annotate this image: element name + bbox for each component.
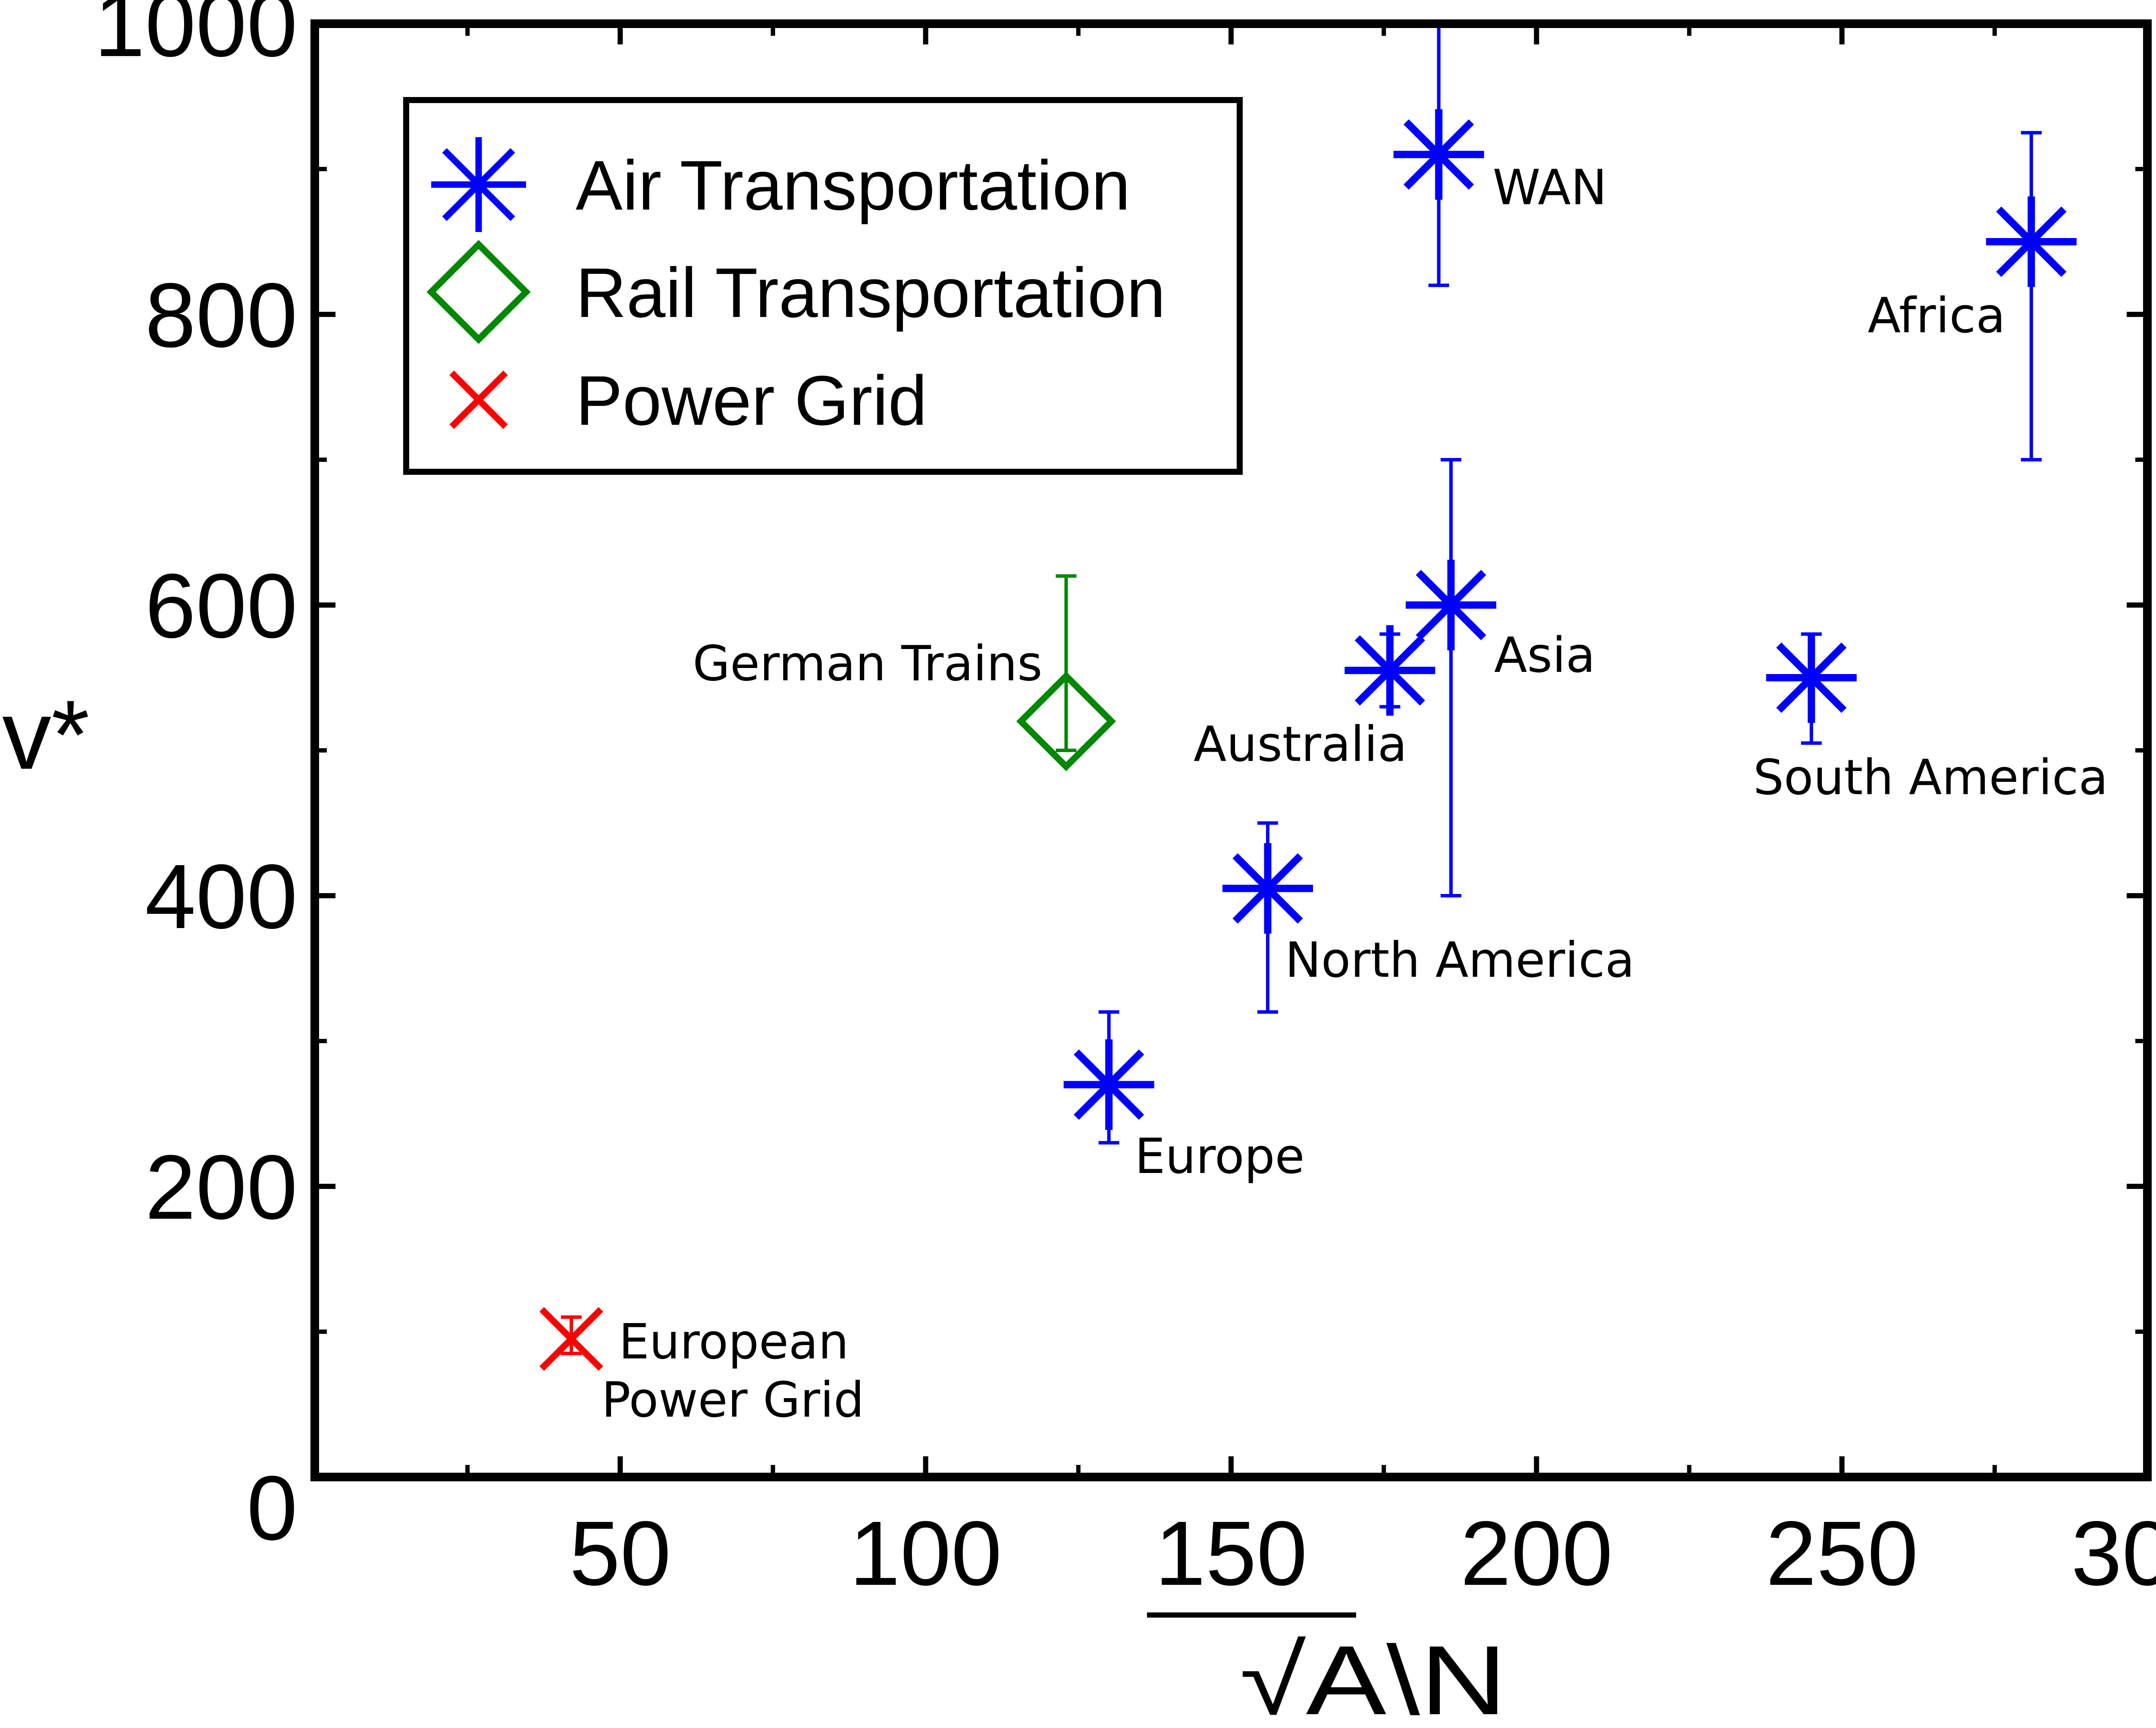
legend-label: Air Transportation bbox=[576, 146, 1131, 225]
legend-marker-power-grid bbox=[449, 370, 508, 429]
data-point-africa bbox=[1986, 196, 2077, 287]
legend-marker-rail-transportation bbox=[426, 240, 531, 344]
legend-box bbox=[403, 97, 1243, 475]
y-tick-label: 200 bbox=[145, 1136, 298, 1238]
data-point-europe bbox=[1063, 1039, 1154, 1130]
annotation-australia: Australia bbox=[1194, 717, 1407, 773]
x-tick-label: 50 bbox=[569, 1502, 671, 1604]
data-layer bbox=[539, 22, 2077, 1371]
data-point-north-america bbox=[1222, 843, 1313, 934]
y-tick-label: 1000 bbox=[94, 0, 298, 75]
y-tick-label: 800 bbox=[145, 264, 298, 366]
legend: Air Transportation Rail Transportation Pow… bbox=[403, 97, 1243, 475]
annotation-africa: Africa bbox=[1868, 288, 2005, 344]
data-point-german-trains bbox=[1016, 671, 1116, 771]
annotation-german-trains: German Trains bbox=[693, 636, 1042, 692]
annotation-wan: WAN bbox=[1493, 160, 1607, 216]
x-tick-label: 200 bbox=[1460, 1502, 1613, 1604]
legend-item-power-grid: Power Grid bbox=[449, 361, 927, 440]
data-point-australia bbox=[1344, 625, 1435, 716]
x-tick-label: 300 bbox=[2071, 1502, 2156, 1604]
x-tick-label: 100 bbox=[849, 1502, 1002, 1604]
series-air-transportation bbox=[1063, 22, 2077, 1145]
x-axis-title: √A\N bbox=[1240, 1626, 1507, 1728]
data-point-wan bbox=[1393, 109, 1484, 200]
y-tick-label: 400 bbox=[145, 845, 298, 947]
error-bar bbox=[1056, 574, 1077, 752]
y-tick-label: 600 bbox=[145, 555, 298, 657]
legend-item-air-transportation: Air Transportation bbox=[431, 137, 1131, 232]
data-point-south-america bbox=[1766, 632, 1857, 723]
annotation-european-power-grid: European Power Grid bbox=[602, 1314, 864, 1428]
tick-labels: 50 100 150 200 250 300 0 200 400 600 800 1000 bbox=[94, 0, 2156, 1604]
x-tick-label: 250 bbox=[1766, 1502, 1918, 1604]
x-tick-label: 150 bbox=[1155, 1502, 1307, 1604]
series-rail-transportation bbox=[1016, 574, 1116, 771]
error-bar bbox=[1441, 458, 1461, 897]
legend-label: Power Grid bbox=[576, 361, 927, 440]
legend-item-rail-transportation: Rail Transportation bbox=[426, 240, 1166, 344]
error-bar bbox=[2021, 131, 2042, 461]
plot-frame bbox=[310, 19, 2152, 1481]
annotation-north-america: North America bbox=[1285, 932, 1635, 988]
legend-marker-air-transportation bbox=[431, 137, 526, 232]
annotations: WAN Africa Asia Australia South America North… bbox=[602, 160, 2108, 1428]
series-power-grid bbox=[539, 1307, 603, 1371]
legend-label: Rail Transportation bbox=[576, 253, 1166, 332]
annotation-europe: Europe bbox=[1135, 1129, 1305, 1185]
y-tick-label: 0 bbox=[247, 1457, 298, 1559]
annotation-asia: Asia bbox=[1494, 627, 1595, 684]
annotation-south-america: South America bbox=[1753, 750, 2108, 806]
data-point-european-power-grid bbox=[539, 1307, 603, 1371]
data-point-asia bbox=[1406, 560, 1496, 650]
y-axis-title: v* bbox=[2, 681, 90, 790]
